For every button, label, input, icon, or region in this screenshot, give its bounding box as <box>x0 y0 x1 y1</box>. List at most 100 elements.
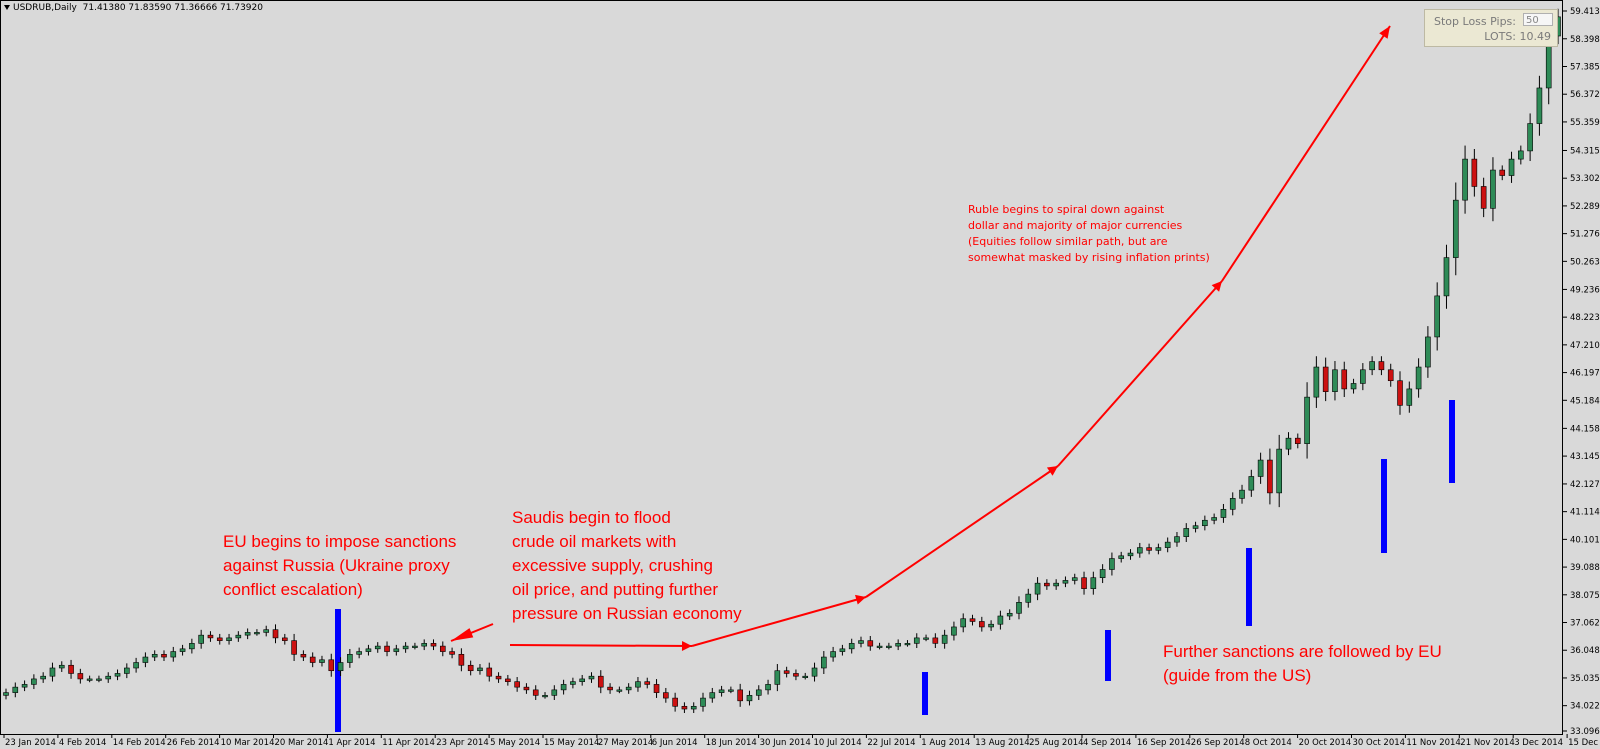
candle-body <box>1322 366 1329 392</box>
candle <box>1155 543 1162 555</box>
candle-body <box>1202 519 1208 527</box>
stop-loss-panel: Stop Loss Pips: 50 LOTS: 10.49 <box>1424 9 1558 47</box>
candle <box>1387 363 1394 387</box>
y-tick-label: 35.03580 <box>1570 674 1600 684</box>
candle-body <box>1267 459 1273 494</box>
candle-body <box>412 645 418 648</box>
candle-body <box>96 678 102 681</box>
candle-body <box>328 659 335 672</box>
y-tick-label: 48.22370 <box>1570 313 1600 323</box>
candle-body <box>495 675 502 680</box>
candle-body <box>811 667 818 677</box>
y-tick-label: 56.37230 <box>1570 90 1600 100</box>
stop-loss-input[interactable]: 50 <box>1523 13 1553 26</box>
y-tick-label: 39.08820 <box>1570 563 1600 573</box>
symbol-label: USDRUB,Daily <box>13 3 77 13</box>
sanction-bar <box>1449 400 1455 483</box>
candle-body <box>58 664 65 669</box>
candle-body <box>1360 369 1366 384</box>
candle <box>523 683 530 694</box>
candle <box>430 639 437 651</box>
candle <box>941 629 948 649</box>
y-tick-label: 44.15820 <box>1570 424 1600 434</box>
candle-body <box>1490 169 1496 209</box>
candle-body <box>384 645 390 652</box>
candle-body <box>1406 388 1413 406</box>
candle <box>393 644 400 656</box>
candle-body <box>319 659 325 663</box>
candle <box>616 686 623 694</box>
candle <box>1378 356 1385 376</box>
candle-body <box>161 654 167 658</box>
candle-body <box>560 684 567 691</box>
candle-body <box>449 651 455 655</box>
candle <box>421 639 428 651</box>
candle <box>969 614 976 626</box>
candle <box>467 660 474 676</box>
ohlc-values: 71.41380 71.83590 71.36666 71.73920 <box>82 3 263 13</box>
candle <box>579 674 585 686</box>
trend-arrow-line <box>1057 280 1223 467</box>
candle <box>728 686 734 694</box>
candle-body <box>337 662 344 672</box>
candle <box>979 616 985 632</box>
candle <box>1518 145 1524 165</box>
candle-body <box>244 632 251 636</box>
candle <box>1490 157 1496 222</box>
candle-body <box>1443 257 1450 297</box>
candle <box>1471 148 1478 197</box>
y-tick-label: 55.35920 <box>1570 118 1600 128</box>
x-tick-label: 30 Jun 2014 <box>760 738 811 748</box>
candle-body <box>263 629 270 633</box>
annotation-ruble: Ruble begins to spiral down against doll… <box>968 203 1210 264</box>
candle <box>226 633 232 645</box>
candle <box>1350 378 1357 394</box>
arrow-head <box>1379 26 1390 39</box>
candle <box>1294 433 1301 449</box>
sanction-bar <box>922 672 928 715</box>
candle <box>170 646 177 662</box>
candle-body <box>300 654 307 658</box>
candle-body <box>802 675 809 678</box>
candle-body <box>895 643 901 647</box>
dropdown-triangle-icon[interactable] <box>4 5 10 10</box>
candle <box>1081 571 1087 595</box>
candle <box>1425 326 1431 378</box>
candle-body <box>1415 366 1422 390</box>
candle <box>653 679 660 698</box>
arrow-head <box>1046 466 1058 476</box>
candle-body <box>923 637 929 640</box>
trend-arrow-line <box>691 596 867 647</box>
candle <box>1174 532 1180 547</box>
candle-body <box>597 675 604 688</box>
candle-body <box>848 643 855 650</box>
x-tick-label: 13 Aug 2014 <box>975 738 1029 748</box>
candle-body <box>1090 577 1097 589</box>
candle <box>876 642 883 650</box>
candle <box>532 685 539 700</box>
candle <box>96 675 102 683</box>
trend-arrow-line <box>865 465 1059 598</box>
candle <box>1536 75 1543 136</box>
trend-arrow-line <box>509 644 693 647</box>
y-tick-label: 47.21060 <box>1570 341 1600 351</box>
y-tick-label: 38.07510 <box>1570 591 1600 601</box>
candle-body <box>1155 547 1162 551</box>
candle-body <box>1192 525 1199 529</box>
candle <box>1099 564 1106 584</box>
candle <box>1192 521 1199 533</box>
candle-body <box>951 626 957 636</box>
arrow-head <box>681 640 692 651</box>
y-tick-label: 42.12750 <box>1570 480 1600 490</box>
candle <box>1480 177 1487 218</box>
candle-body <box>746 695 753 702</box>
x-tick-label: 4 Feb 2014 <box>59 738 107 748</box>
candle <box>895 639 901 651</box>
candle-body <box>1350 383 1357 390</box>
candle-body <box>821 656 827 669</box>
candle-body <box>532 689 539 696</box>
x-tick-label: 20 Mar 2014 <box>275 738 329 748</box>
candle-body <box>830 651 836 658</box>
candle <box>356 647 362 659</box>
candle <box>49 662 56 682</box>
